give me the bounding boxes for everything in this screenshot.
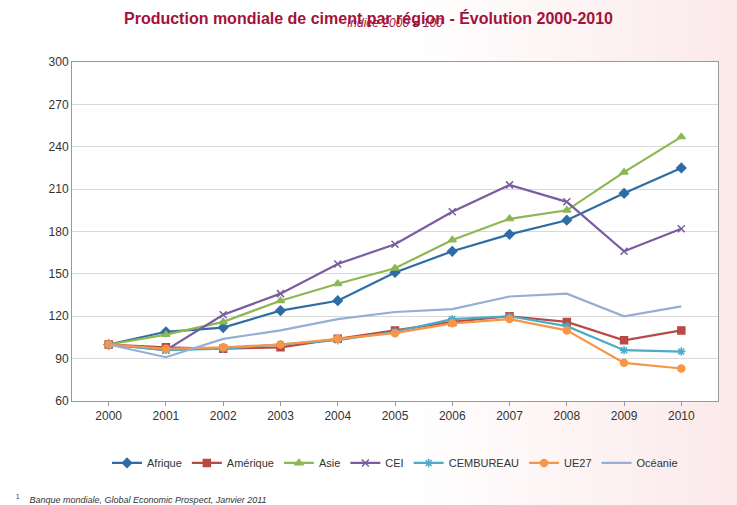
svg-text:CEMBUREAU: CEMBUREAU [449, 457, 519, 469]
svg-text:2003: 2003 [267, 409, 294, 423]
svg-text:Indice 2000 = 100: Indice 2000 = 100 [347, 16, 443, 30]
svg-text:180: 180 [49, 225, 69, 239]
svg-text:90: 90 [55, 352, 69, 366]
svg-text:Océanie: Océanie [637, 457, 678, 469]
svg-text:2005: 2005 [382, 409, 409, 423]
svg-text:120: 120 [49, 309, 69, 323]
svg-text:UE27: UE27 [564, 457, 592, 469]
svg-text:2000: 2000 [95, 409, 122, 423]
svg-text:Amérique: Amérique [227, 457, 274, 469]
svg-text:2006: 2006 [439, 409, 466, 423]
svg-text:2008: 2008 [553, 409, 580, 423]
svg-text:2001: 2001 [153, 409, 180, 423]
svg-text:Production mondiale de ciment: Production mondiale de ciment par région… [124, 9, 613, 27]
svg-text:CEI: CEI [385, 457, 403, 469]
svg-text:150: 150 [49, 267, 69, 281]
svg-text:2007: 2007 [496, 409, 523, 423]
svg-text:240: 240 [49, 140, 69, 154]
svg-text:2010: 2010 [668, 409, 695, 423]
svg-text:Asie: Asie [319, 457, 340, 469]
svg-text:60: 60 [55, 394, 69, 408]
svg-text:​1​ Banque mondiale, Global: ​1​ Banque mondiale, Global Economic Pro… [16, 493, 267, 505]
svg-text:2004: 2004 [324, 409, 351, 423]
svg-text:2009: 2009 [611, 409, 638, 423]
svg-text:300: 300 [49, 55, 69, 69]
svg-text:270: 270 [49, 98, 69, 112]
svg-text:2002: 2002 [210, 409, 237, 423]
svg-text:Afrique: Afrique [147, 457, 182, 469]
svg-text:210: 210 [49, 182, 69, 196]
